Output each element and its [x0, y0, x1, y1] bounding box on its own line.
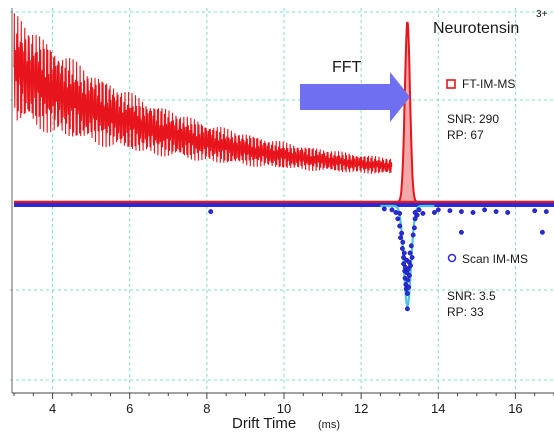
scan-data-point	[539, 229, 545, 235]
scan-data-point	[399, 246, 405, 251]
scan-data-point	[411, 225, 417, 231]
fft-arrow	[300, 72, 410, 122]
scan-snr-label: SNR: 3.5	[447, 289, 496, 303]
x-tick-label: 4	[49, 401, 56, 416]
ft-rp-label: RP: 67	[447, 128, 484, 142]
scan-data-point	[543, 209, 549, 215]
scan-legend-label: Scan IM-MS	[462, 252, 528, 266]
scan-data-point	[493, 209, 499, 215]
scan-data-point	[381, 206, 387, 212]
scan-data-point	[458, 229, 464, 235]
scan-data-point	[505, 210, 511, 215]
scan-data-point	[395, 216, 401, 222]
x-tick-label: 6	[126, 401, 133, 416]
scan-im-ms-points	[208, 206, 549, 312]
scan-data-point	[401, 250, 407, 256]
scan-data-point	[431, 210, 437, 215]
scan-data-point	[407, 250, 413, 256]
scan-data-point	[389, 207, 395, 213]
fft-label: FFT	[332, 59, 362, 76]
scan-data-point	[532, 208, 538, 214]
scan-data-point	[405, 266, 411, 272]
scan-im-ms-fit	[380, 204, 435, 308]
x-tick-label: 16	[508, 401, 522, 416]
scan-legend-marker	[447, 253, 457, 263]
x-axis: 4 6 8 10 12 14 16	[12, 392, 554, 416]
ft-snr-label: SNR: 290	[447, 112, 499, 126]
ft-legend-label: FT-IM-MS	[462, 77, 515, 91]
x-tick-label: 12	[354, 401, 368, 416]
scan-data-point	[405, 277, 411, 283]
scan-data-point	[409, 255, 415, 260]
scan-data-point	[458, 209, 464, 215]
scan-fit-curve	[380, 204, 435, 308]
scan-data-point	[398, 235, 403, 241]
scan-data-point	[420, 210, 426, 216]
analyte-label: Neurotensin	[433, 20, 519, 37]
scan-data-point	[412, 210, 418, 215]
x-axis-unit: (ms)	[318, 419, 340, 431]
scan-data-point	[406, 284, 412, 290]
scan-rp-label: RP: 33	[447, 305, 484, 319]
x-tick-label: 10	[277, 401, 291, 416]
scan-data-point	[404, 291, 410, 296]
x-tick-label: 8	[203, 401, 210, 416]
scan-data-point	[208, 209, 214, 215]
grid	[10, 8, 554, 393]
scan-data-point	[447, 208, 453, 214]
scan-data-point	[470, 210, 476, 215]
charge-label: 3+	[536, 9, 548, 20]
scan-data-point	[404, 306, 410, 312]
x-tick-label: 14	[431, 401, 445, 416]
scan-data-point	[399, 230, 405, 236]
ft-interferogram	[13, 13, 393, 174]
scan-data-point	[400, 239, 406, 245]
scan-data-point	[408, 243, 414, 249]
baseline	[14, 200, 554, 207]
ft-legend-marker	[446, 79, 456, 89]
scan-data-point	[482, 207, 488, 213]
scan-data-point	[416, 207, 422, 213]
scan-data-point	[406, 273, 412, 278]
scan-data-point	[397, 210, 403, 216]
x-axis-label: Drift Time	[232, 415, 296, 432]
scan-data-point	[410, 232, 416, 238]
scan-data-point	[435, 207, 441, 213]
scan-data-point	[408, 263, 413, 269]
scan-data-point	[397, 223, 403, 229]
